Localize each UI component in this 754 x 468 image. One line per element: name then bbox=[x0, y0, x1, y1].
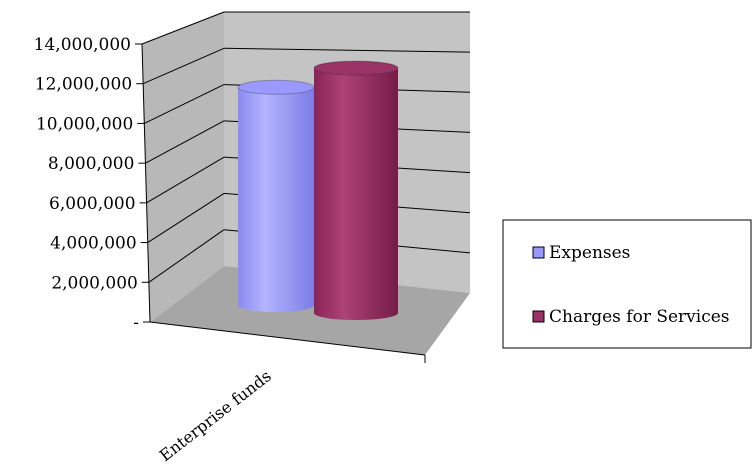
gridline-back bbox=[223, 47, 471, 53]
y-tick-label: 2,000,000 bbox=[51, 273, 138, 293]
bar-expenses bbox=[237, 79, 315, 313]
y-tick-label: 8,000,000 bbox=[48, 154, 135, 174]
y-axis-line bbox=[141, 43, 151, 323]
y-tick-label: 10,000,000 bbox=[36, 114, 133, 134]
legend-label-expenses: Expenses bbox=[549, 243, 630, 263]
legend-swatch-expenses bbox=[532, 246, 545, 259]
y-tick-label: 12,000,000 bbox=[35, 75, 132, 95]
x-axis-line bbox=[149, 321, 426, 356]
y-tick-label: 4,000,000 bbox=[50, 234, 137, 254]
gridline-side bbox=[144, 84, 225, 124]
bar-charges-for-services bbox=[313, 60, 399, 320]
bars bbox=[237, 60, 399, 320]
legend: Expenses Charges for Services bbox=[502, 219, 752, 349]
y-tick-label: 6,000,000 bbox=[49, 194, 136, 214]
legend-swatch-charges bbox=[532, 310, 545, 323]
cylinder-top bbox=[237, 79, 315, 95]
y-tick-labels: - 2,000,000 4,000,000 6,000,000 8,000,000 10,… bbox=[34, 35, 150, 333]
gridline-side bbox=[146, 156, 225, 204]
gridline-side bbox=[148, 229, 225, 283]
legend-label-charges-for-services: Charges for Services bbox=[549, 307, 730, 327]
cylinder-top bbox=[313, 60, 399, 76]
y-tick-label: - bbox=[133, 313, 139, 333]
category-label: Enterprise funds bbox=[156, 366, 275, 465]
gridline-side bbox=[145, 120, 225, 164]
gridline-side bbox=[147, 193, 225, 243]
y-tick-label: 14,000,000 bbox=[34, 35, 131, 55]
axes bbox=[141, 43, 426, 363]
category-labels: Enterprise funds bbox=[156, 366, 275, 465]
gridline-side bbox=[141, 11, 225, 45]
legend-box bbox=[502, 219, 752, 349]
cylinder-body bbox=[238, 87, 314, 313]
gridline-side bbox=[142, 47, 225, 85]
cylinder-body bbox=[314, 68, 398, 320]
